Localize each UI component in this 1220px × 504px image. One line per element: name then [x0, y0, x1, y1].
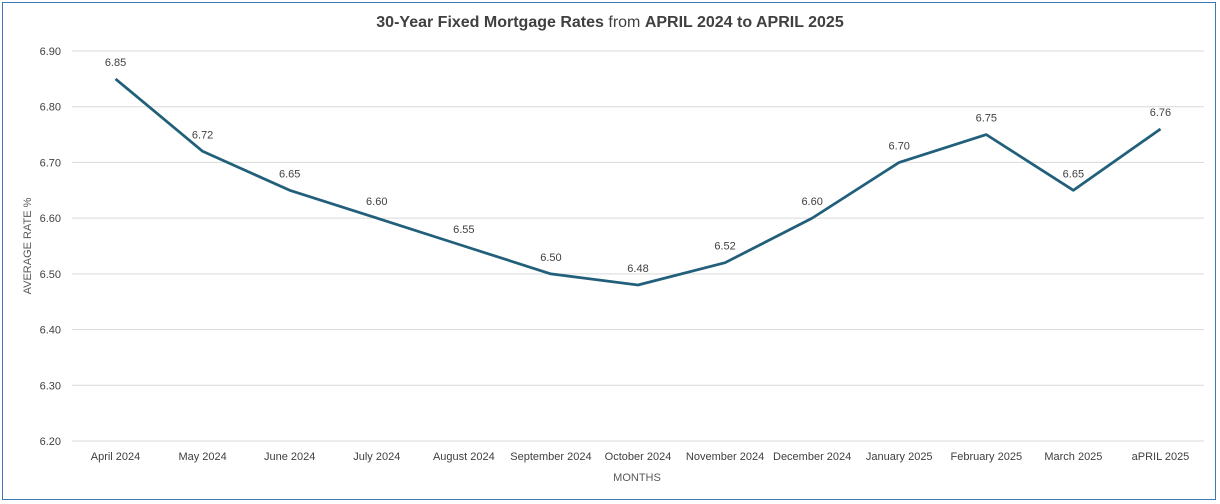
x-tick-label: May 2024 — [178, 451, 226, 463]
x-tick-label: March 2025 — [1044, 451, 1102, 463]
x-axis-ticks: April 2024 May 2024 June 2024 July 2024 Augu… — [91, 451, 1190, 463]
data-label: 6.52 — [714, 241, 735, 253]
chart-title: 30-Year Fixed Mortgage Rates from APRIL … — [0, 14, 1220, 32]
x-axis-label: MONTHS — [613, 472, 661, 484]
y-tick-label: 6.70 — [40, 157, 61, 169]
y-tick-label: 6.30 — [40, 380, 61, 392]
x-tick-label: February 2025 — [951, 451, 1023, 463]
y-tick-label: 6.40 — [40, 325, 61, 337]
x-tick-label: aPRIL 2025 — [1132, 451, 1190, 463]
x-tick-label: April 2024 — [91, 451, 141, 463]
data-label: 6.70 — [889, 140, 910, 152]
data-label: 6.60 — [801, 196, 822, 208]
y-axis-label: AVERAGE RATE % — [22, 197, 34, 294]
data-label: 6.75 — [976, 113, 997, 125]
chart-title-connector: from — [603, 14, 645, 31]
gridlines — [72, 50, 1204, 442]
x-tick-label: August 2024 — [433, 451, 495, 463]
data-label: 6.72 — [192, 129, 213, 141]
series-line-group — [114, 77, 1162, 287]
data-label: 6.65 — [279, 168, 300, 180]
data-label: 6.50 — [540, 252, 561, 264]
x-tick-label: October 2024 — [605, 451, 672, 463]
data-label: 6.65 — [1063, 168, 1084, 180]
y-tick-label: 6.80 — [40, 102, 61, 114]
chart-title-range: APRIL 2024 to APRIL 2025 — [644, 14, 844, 31]
x-tick-label: September 2024 — [510, 451, 591, 463]
data-label: 6.85 — [105, 57, 126, 69]
data-label: 6.60 — [366, 196, 387, 208]
chart-title-main: 30-Year Fixed Mortgage Rates — [376, 14, 604, 31]
x-tick-label: June 2024 — [264, 451, 315, 463]
data-label: 6.55 — [453, 224, 474, 236]
data-labels: 6.85 6.72 6.65 6.60 6.55 6.50 6.48 6.52 6.60 6.70… — [105, 57, 1171, 275]
data-label: 6.48 — [627, 263, 648, 275]
x-tick-label: January 2025 — [866, 451, 933, 463]
data-label: 6.76 — [1150, 107, 1171, 119]
y-axis-ticks: 6.20 6.30 6.40 6.50 6.60 6.70 6.80 6.90 — [40, 46, 61, 448]
y-tick-label: 6.60 — [40, 213, 61, 225]
y-tick-label: 6.50 — [40, 269, 61, 281]
series-line — [114, 77, 1162, 287]
x-tick-label: December 2024 — [773, 451, 851, 463]
x-tick-label: July 2024 — [353, 451, 400, 463]
x-tick-label: November 2024 — [686, 451, 764, 463]
y-tick-label: 6.90 — [40, 46, 61, 58]
y-tick-label: 6.20 — [40, 436, 61, 448]
